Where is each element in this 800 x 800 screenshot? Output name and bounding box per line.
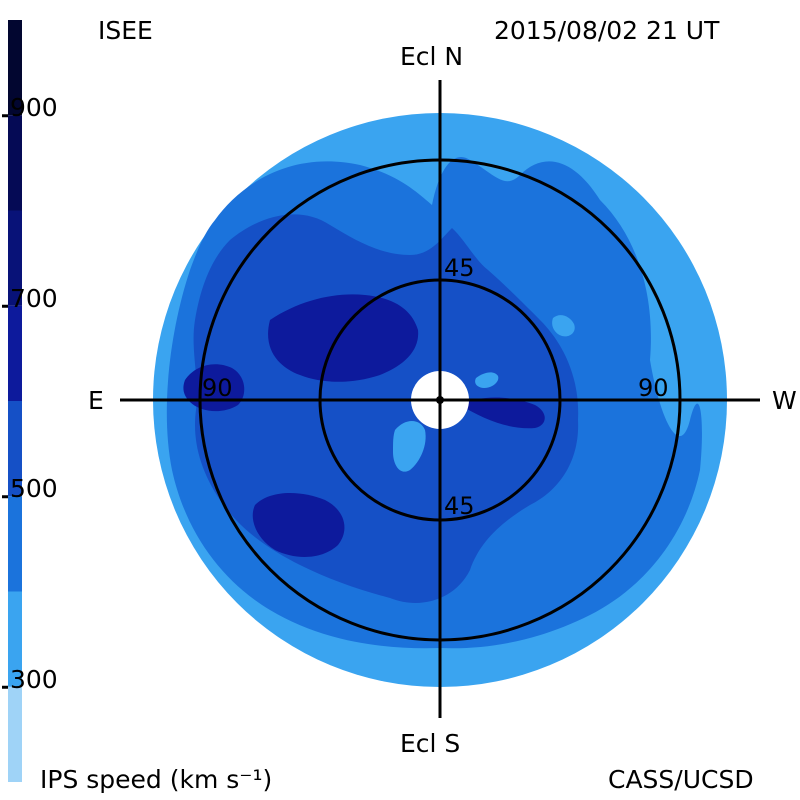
ring-45-bottom-label: 45 xyxy=(444,492,475,520)
speed-region-600-700-north xyxy=(268,294,419,382)
org-label: ISEE xyxy=(98,16,153,45)
colorbar-band-600-700 xyxy=(8,305,22,401)
direction-east-label: E xyxy=(88,386,104,415)
colorbar-band-800-900 xyxy=(8,115,22,211)
speed-region-300-400-patch-3 xyxy=(475,372,499,388)
colorbar-tick-label-500: 500 xyxy=(10,474,58,504)
colorbar-band-700-800 xyxy=(8,210,22,306)
ring-90-right-label: 90 xyxy=(638,374,669,402)
colorbar-band-200-300 xyxy=(8,686,22,782)
direction-west-label: W xyxy=(772,386,797,415)
colorbar-band-500-600 xyxy=(8,401,22,497)
colorbar-tick-300 xyxy=(2,685,8,689)
ring-90-left-label: 90 xyxy=(202,374,233,402)
ring-45-top-label: 45 xyxy=(444,254,475,282)
colorbar-band-400-500 xyxy=(8,496,22,592)
colorbar-tick-label-300: 300 xyxy=(10,664,58,694)
credit-label: CASS/UCSD xyxy=(608,765,754,794)
speed-region-600-700-west-jet xyxy=(460,397,545,429)
direction-south-label: Ecl S xyxy=(400,729,461,758)
colorbar-tick-500 xyxy=(2,495,8,499)
colorbar-tick-900 xyxy=(2,114,8,118)
speed-region-600-700-south xyxy=(252,493,345,557)
colorbar-band-900-1000 xyxy=(8,20,22,116)
colorbar xyxy=(2,20,22,782)
speed-region-300-400-patch-2 xyxy=(552,315,575,337)
colorbar-band-300-400 xyxy=(8,591,22,687)
timestamp-label: 2015/08/02 21 UT xyxy=(494,16,720,45)
colorbar-title: IPS speed (km s⁻¹) xyxy=(40,765,273,794)
direction-north-label: Ecl N xyxy=(400,42,464,71)
colorbar-tick-700 xyxy=(2,304,8,308)
colorbar-tick-label-700: 700 xyxy=(10,283,58,313)
colorbar-tick-label-900: 900 xyxy=(10,93,58,123)
speed-region-300-400-patch-1 xyxy=(393,421,426,472)
